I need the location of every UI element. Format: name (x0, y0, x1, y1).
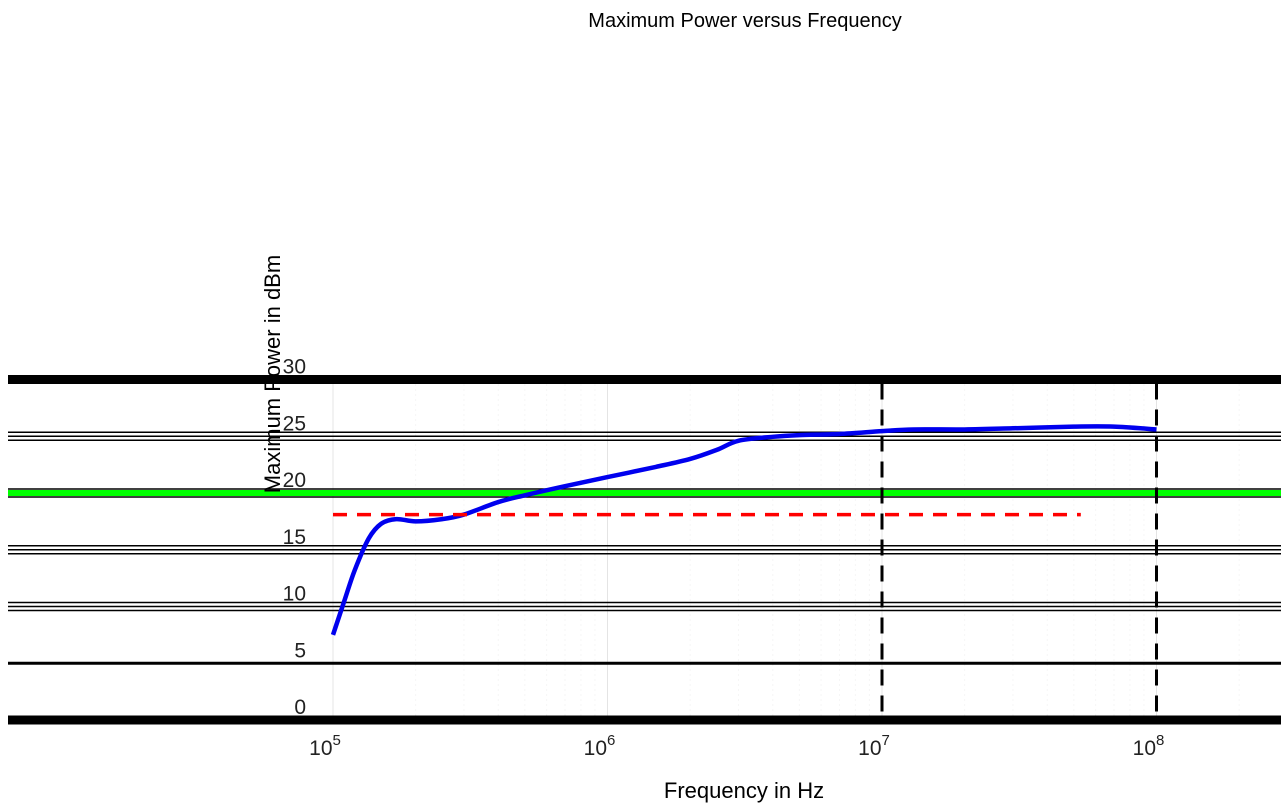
y-tick-label: 5 (294, 639, 306, 662)
y-tick-label: 20 (283, 469, 306, 492)
y-tick-label: 15 (283, 526, 306, 549)
x-tick-label: 105 (309, 732, 341, 760)
y-axis-label: Maximum Power in dBm (260, 255, 285, 493)
chart-title: Maximum Power versus Frequency (588, 10, 901, 32)
power-series-line (330, 424, 1157, 636)
x-tick-label: 108 (1133, 732, 1165, 760)
y-tick-label: 30 (283, 356, 306, 379)
chart-frame (8, 375, 1281, 725)
y-tick-label: 0 (294, 696, 306, 719)
x-tick-label: 106 (584, 732, 616, 760)
y-tick-label: 25 (283, 412, 306, 435)
y-tick-label: 10 (283, 583, 306, 606)
x-tick-label: 107 (858, 732, 890, 760)
tick-labels: 0 5 10 15 20 25 30 105 106 107 108 (283, 356, 1165, 761)
series-layer (330, 424, 1157, 636)
reference-lines (8, 383, 1281, 716)
x-axis-label: Frequency in Hz (664, 778, 824, 803)
